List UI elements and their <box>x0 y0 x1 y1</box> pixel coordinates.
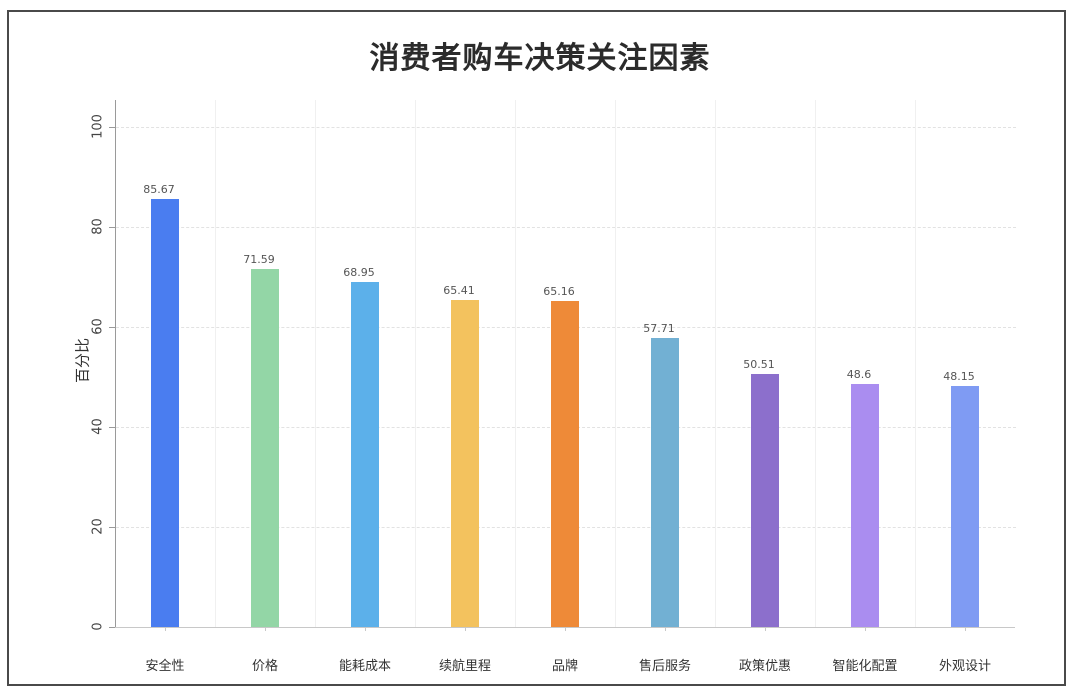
bar-7 <box>751 374 779 627</box>
gridline-x <box>415 100 416 627</box>
bar-1 <box>151 198 179 627</box>
x-tick-mark <box>965 627 966 631</box>
bar-value-label: 50.51 <box>743 358 775 372</box>
gridline-x <box>315 100 316 627</box>
gridline-x <box>615 100 616 627</box>
bar-value-label: 57.71 <box>643 322 675 336</box>
y-tick-mark <box>109 227 115 228</box>
y-tick-label: 20 <box>90 518 106 535</box>
y-tick-label: 60 <box>90 318 106 335</box>
bar-6 <box>651 338 679 627</box>
x-tick-label: 价格 <box>251 659 278 674</box>
y-axis-label: 百分比 <box>73 338 92 384</box>
x-tick-mark <box>565 627 566 631</box>
gridline-x <box>215 100 216 627</box>
bar-2 <box>251 269 279 627</box>
x-tick-label: 续航里程 <box>438 659 491 674</box>
y-tick-mark <box>109 127 115 128</box>
gridline-y-80 <box>116 227 1016 228</box>
y-tick-label: 40 <box>90 418 106 435</box>
x-tick-label: 智能化配置 <box>832 659 898 674</box>
x-tick-label: 售后服务 <box>638 659 691 674</box>
x-tick-label: 政策优惠 <box>738 659 791 674</box>
chart-frame <box>7 10 1066 686</box>
bar-value-label: 48.15 <box>943 370 975 384</box>
y-tick-mark <box>109 627 115 628</box>
bar-value-label: 65.16 <box>543 285 575 299</box>
gridline-x <box>915 100 916 627</box>
x-tick-label: 外观设计 <box>938 659 991 674</box>
gridline-x <box>715 100 716 627</box>
gridline-y-100 <box>116 127 1016 128</box>
y-axis-line <box>115 100 116 628</box>
bar-value-label: 48.6 <box>846 368 872 381</box>
x-tick-mark <box>765 627 766 631</box>
y-tick-label: 80 <box>90 218 106 235</box>
bar-4 <box>451 299 479 627</box>
x-tick-label: 能耗成本 <box>338 659 391 674</box>
bar-value-label: 68.95 <box>343 266 375 280</box>
bar-value-label: 71.59 <box>243 253 275 267</box>
bar-8 <box>851 384 879 627</box>
y-tick-mark <box>109 327 115 328</box>
x-tick-mark <box>265 627 266 631</box>
x-tick-label: 品牌 <box>551 659 578 674</box>
bar-value-label: 85.67 <box>143 182 175 196</box>
y-tick-mark <box>109 527 115 528</box>
bar-9 <box>951 386 979 627</box>
x-tick-mark <box>365 627 366 631</box>
x-tick-mark <box>665 627 666 631</box>
bar-value-label: 65.41 <box>443 283 475 297</box>
bar-3 <box>351 282 379 627</box>
bar-5 <box>551 301 579 627</box>
y-tick-label: 100 <box>90 114 106 139</box>
x-tick-mark <box>165 627 166 631</box>
gridline-x <box>515 100 516 627</box>
y-tick-mark <box>109 427 115 428</box>
x-tick-label: 安全性 <box>145 659 185 674</box>
chart-title: 消费者购车决策关注因素 <box>369 41 711 76</box>
x-tick-mark <box>865 627 866 631</box>
y-tick-label: 0 <box>90 622 106 631</box>
gridline-x <box>815 100 816 627</box>
x-tick-mark <box>465 627 466 631</box>
